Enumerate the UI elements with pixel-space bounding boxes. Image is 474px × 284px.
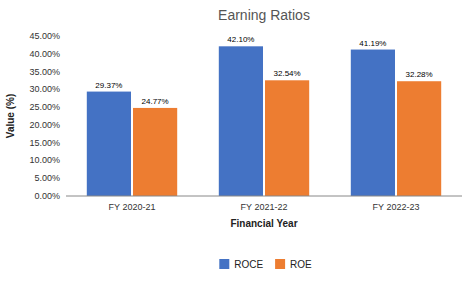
bar [133,108,177,196]
y-tick-label: 30.00% [29,84,60,94]
data-label: 41.19% [359,39,386,48]
bar [87,92,131,196]
y-axis-label: Value (%) [5,94,16,138]
x-tick-label: FY 2022-23 [373,202,420,212]
legend-swatch [219,259,229,269]
y-tick-label: 10.00% [29,155,60,165]
legend-label: ROE [290,259,312,270]
legend-label: ROCE [234,259,263,270]
y-axis: 0.00% 5.00% 10.00% 15.00% 20.00% 25.00% 30.00%… [29,31,60,201]
y-tick-label: 15.00% [29,138,60,148]
title: Earning Ratios [218,7,310,23]
data-label: 32.54% [274,69,301,78]
data-label: 24.77% [142,97,169,106]
x-axis-label: Financial Year [230,218,297,229]
chart: Earning Ratios 0.00% 5.00% 10.00% 15.00% 20.0… [0,0,474,284]
x-axis-line [66,196,462,197]
y-tick-label: 5.00% [34,173,60,183]
bar [397,81,441,196]
bar [351,50,395,196]
y-tick-label: 40.00% [29,49,60,59]
legend-swatch [275,259,285,269]
y-tick-label: 0.00% [34,191,60,201]
data-label: 42.10% [227,35,254,44]
bar [265,80,309,196]
data-label: 32.28% [406,70,433,79]
bar [219,46,263,196]
x-axis: FY 2020-21 FY 2021-22 FY 2022-23 [109,202,420,212]
y-tick-label: 45.00% [29,31,60,41]
y-tick-label: 25.00% [29,102,60,112]
data-labels: 29.37% 42.10% 41.19% 24.77% 32.54% 32.28% [95,35,432,106]
x-tick-label: FY 2020-21 [109,202,156,212]
x-tick-label: FY 2021-22 [241,202,288,212]
y-tick-label: 20.00% [29,120,60,130]
bars [87,46,441,196]
y-tick-label: 35.00% [29,67,60,77]
data-label: 29.37% [95,81,122,90]
legend: ROCE ROE [219,259,312,270]
